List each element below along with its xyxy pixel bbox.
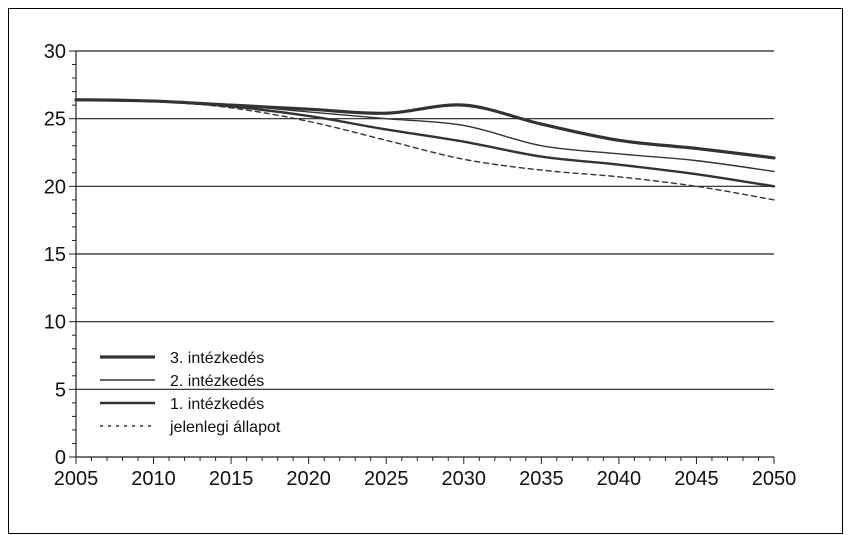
y-tick-label: 25 (44, 109, 66, 131)
series-line-1 (74, 98, 776, 160)
x-tick-label: 2015 (209, 468, 254, 490)
y-tick-label: 0 (55, 447, 66, 469)
x-tick-label: 2035 (519, 468, 564, 490)
x-tick-label: 2045 (674, 468, 719, 490)
x-tick-label: 2030 (442, 468, 487, 490)
legend-label-3: 1. intézkedés (170, 396, 264, 413)
x-tick-label: 2010 (131, 468, 176, 490)
y-tick-label: 15 (44, 244, 66, 266)
legend-label-4: jelenlegi állapot (169, 419, 281, 436)
x-tick-label: 2020 (286, 468, 331, 490)
y-tick-label: 5 (55, 379, 66, 401)
legend-label-2: 2. intézkedés (170, 373, 264, 390)
x-tick-label: 2050 (752, 468, 797, 490)
legend-label-1: 3. intézkedés (170, 350, 264, 367)
series-line-4 (75, 99, 775, 201)
y-tick-label: 10 (44, 312, 66, 334)
y-tick-label: 30 (44, 41, 66, 63)
x-tick-label: 2005 (54, 468, 99, 490)
gridlines (76, 50, 774, 390)
series-line-3 (74, 98, 776, 188)
chart-frame (8, 8, 843, 534)
y-tick-label: 20 (44, 176, 66, 198)
x-tick-label: 2040 (597, 468, 642, 490)
x-tick-label: 2025 (364, 468, 409, 490)
legend: 3. intézkedés 2. intézkedés 1. intézkedés j… (100, 350, 281, 436)
series-lines (74, 98, 776, 201)
